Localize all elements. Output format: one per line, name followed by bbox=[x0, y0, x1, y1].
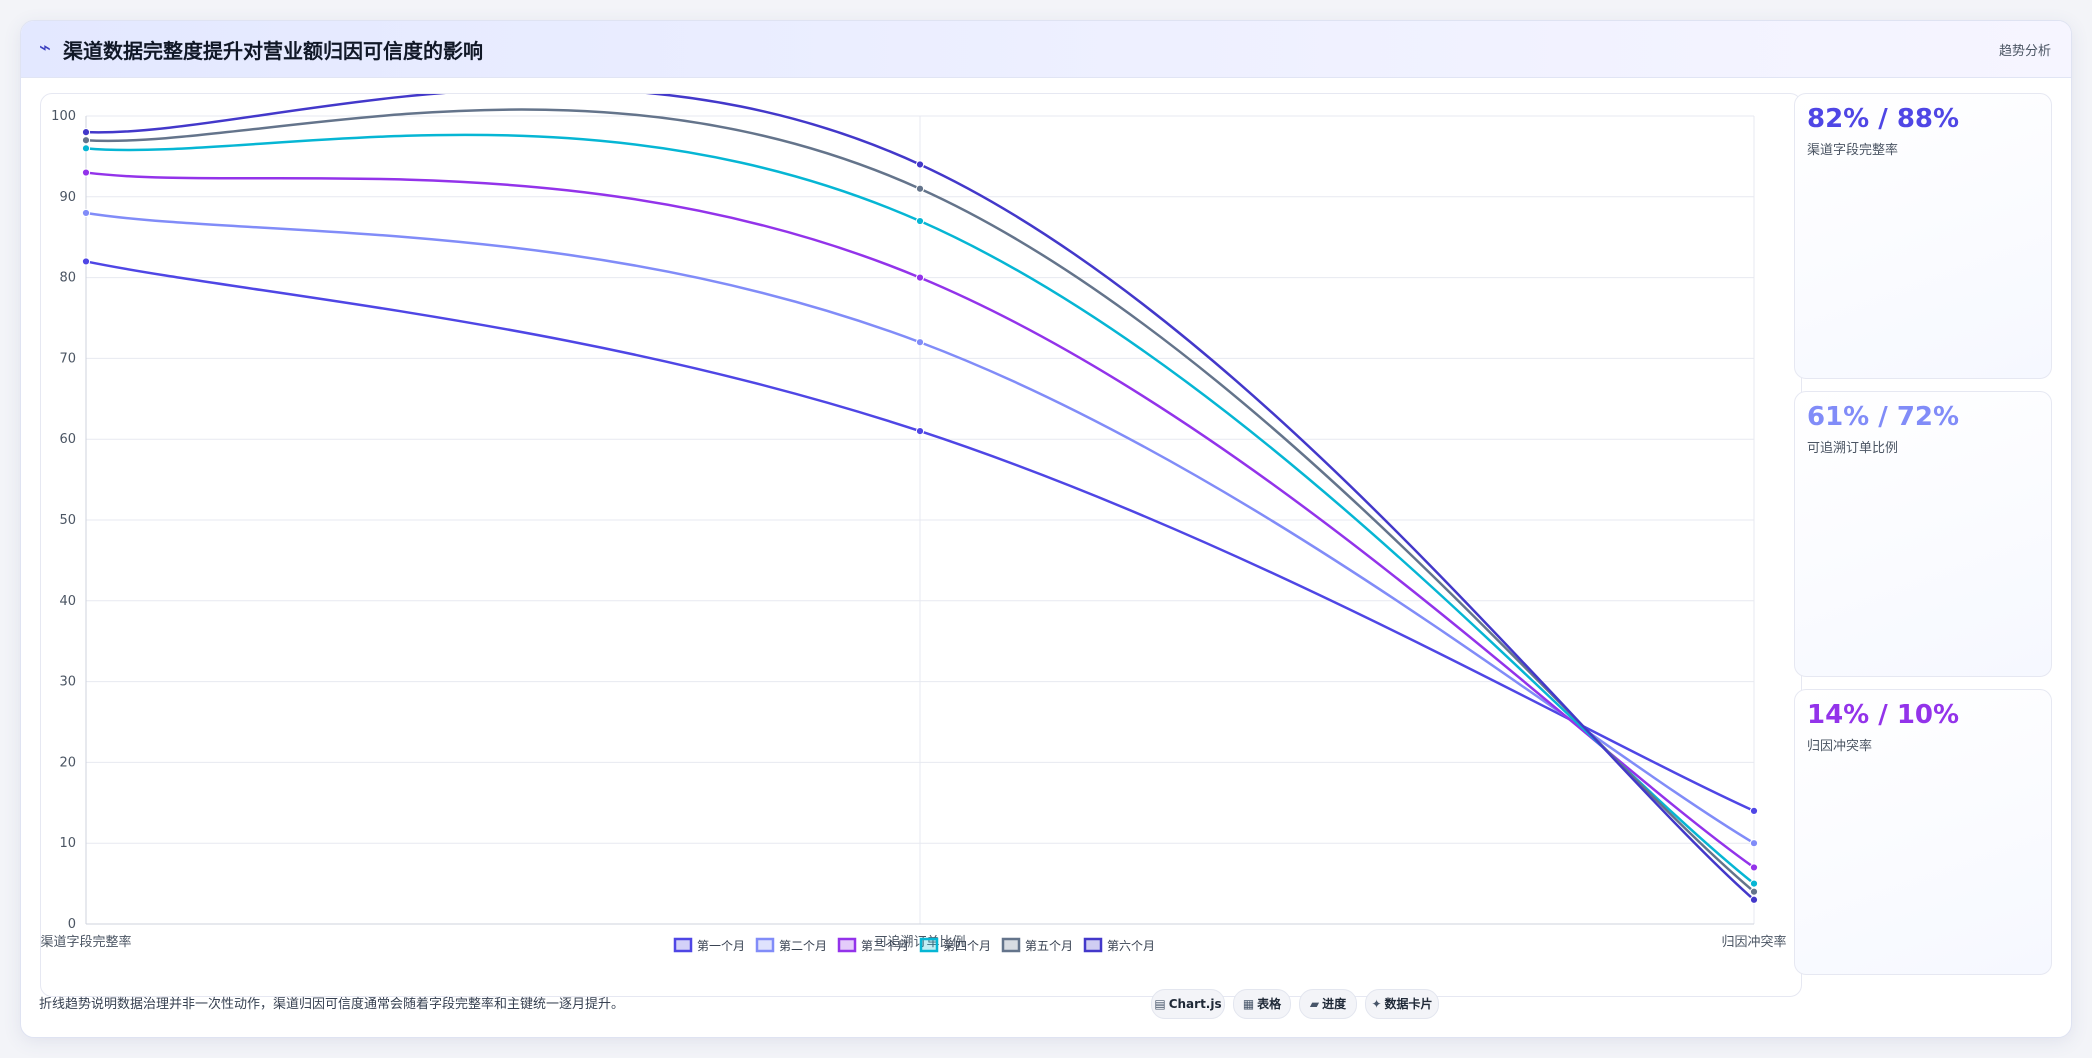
metric-card-attribution-conflict: 14% / 10% 归因冲突率 bbox=[1794, 689, 2052, 975]
card-icon: ✦ bbox=[1371, 997, 1382, 1011]
dashboard-panel: ⌁ 渠道数据完整度提升对营业额归因可信度的影响 趋势分析 0 10 20 30 40 50… bbox=[20, 20, 2072, 1038]
data-point bbox=[915, 427, 925, 436]
y-tick-label: 70 bbox=[59, 351, 76, 366]
legend-label: 第三个月 bbox=[861, 939, 909, 953]
progress-icon: ▰ bbox=[1309, 997, 1320, 1011]
y-tick-label: 40 bbox=[59, 594, 76, 609]
y-tick-label: 20 bbox=[59, 755, 76, 770]
data-point bbox=[915, 338, 925, 347]
legend-swatch bbox=[919, 937, 939, 953]
legend-swatch bbox=[755, 937, 775, 953]
legend-item-1[interactable]: 第一个月 bbox=[673, 937, 745, 953]
data-point bbox=[81, 257, 91, 266]
legend-label: 第二个月 bbox=[779, 939, 827, 953]
data-point bbox=[915, 216, 925, 226]
line-chart-card: 0 10 20 30 40 50 60 70 80 90 100 渠道字段完整率 可追溯订单比例 归因冲突… bbox=[40, 93, 1802, 997]
data-point bbox=[81, 144, 91, 153]
y-tick-label: 60 bbox=[59, 432, 76, 447]
metric-card-field-completeness: 82% / 88% 渠道字段完整率 bbox=[1794, 93, 2052, 379]
series-line-6 bbox=[84, 94, 1756, 902]
series-line-3 bbox=[84, 171, 1756, 869]
data-point bbox=[81, 128, 91, 137]
metric-value: 14% / 10% bbox=[1807, 700, 1960, 730]
series-line-4 bbox=[84, 133, 1756, 885]
data-point bbox=[915, 160, 925, 169]
badge-data-card[interactable]: ✦ 数据卡片 bbox=[1365, 989, 1439, 1019]
badge-chartjs[interactable]: ▤ Chart.js bbox=[1151, 989, 1225, 1019]
legend-item-6[interactable]: 第六个月 bbox=[1083, 937, 1155, 953]
chart-icon: ▤ bbox=[1154, 997, 1166, 1011]
legend-swatch bbox=[837, 937, 857, 953]
y-tick-label: 0 bbox=[68, 917, 76, 932]
data-point bbox=[1749, 895, 1759, 904]
x-tick-label: 归因冲突率 bbox=[1721, 934, 1786, 950]
metric-value: 61% / 72% bbox=[1807, 402, 1960, 432]
data-point bbox=[81, 208, 91, 218]
badge-label: 数据卡片 bbox=[1384, 997, 1433, 1011]
legend-swatch bbox=[1001, 937, 1021, 953]
badge-label: 表格 bbox=[1257, 997, 1282, 1011]
metric-label: 渠道字段完整率 bbox=[1807, 143, 1899, 158]
data-point bbox=[81, 168, 91, 177]
metric-label: 可追溯订单比例 bbox=[1807, 441, 1899, 456]
footer-note: 折线趋势说明数据治理并非一次性动作，渠道归因可信度通常会随着字段完整率和主键统一… bbox=[39, 997, 625, 1012]
legend-item-4[interactable]: 第四个月 bbox=[919, 937, 991, 953]
panel-header: ⌁ 渠道数据完整度提升对营业额归因可信度的影响 趋势分析 bbox=[21, 21, 2071, 78]
y-tick-label: 10 bbox=[59, 836, 76, 851]
data-point bbox=[915, 273, 925, 282]
legend-swatch bbox=[673, 937, 693, 953]
analysis-tag: 趋势分析 bbox=[1998, 44, 2051, 59]
x-tick-label: 渠道字段完整率 bbox=[41, 934, 132, 950]
y-tick-label: 30 bbox=[59, 675, 76, 690]
data-point bbox=[1749, 806, 1759, 815]
legend-item-3[interactable]: 第三个月 bbox=[837, 937, 909, 953]
metric-card-traceable-orders: 61% / 72% 可追溯订单比例 bbox=[1794, 391, 2052, 677]
data-point bbox=[1749, 863, 1759, 872]
y-tick-label: 100 bbox=[51, 109, 76, 124]
data-point bbox=[915, 184, 925, 193]
badge-label: Chart.js bbox=[1168, 997, 1222, 1011]
metric-label: 归因冲突率 bbox=[1807, 739, 1873, 754]
data-point bbox=[1749, 839, 1759, 848]
chart-line-icon: ⌁ bbox=[39, 35, 52, 59]
y-tick-label: 90 bbox=[59, 190, 76, 205]
badge-label: 进度 bbox=[1322, 997, 1347, 1011]
legend-label: 第四个月 bbox=[943, 939, 991, 953]
data-point bbox=[1749, 879, 1759, 888]
metric-value: 82% / 88% bbox=[1807, 104, 1960, 134]
legend-label: 第一个月 bbox=[697, 939, 745, 953]
data-point bbox=[81, 136, 91, 145]
legend-item-2[interactable]: 第二个月 bbox=[755, 937, 827, 953]
legend-item-5[interactable]: 第五个月 bbox=[1001, 937, 1073, 953]
badge-progress[interactable]: ▰ 进度 bbox=[1299, 989, 1357, 1019]
page-title: 渠道数据完整度提升对营业额归因可信度的影响 bbox=[63, 39, 483, 63]
legend-label: 第五个月 bbox=[1025, 939, 1073, 953]
y-tick-label: 80 bbox=[59, 271, 76, 286]
data-point bbox=[1749, 887, 1759, 896]
badge-table[interactable]: ▦ 表格 bbox=[1233, 989, 1291, 1019]
legend-label: 第六个月 bbox=[1107, 939, 1155, 953]
table-icon: ▦ bbox=[1242, 997, 1255, 1011]
y-tick-label: 50 bbox=[59, 513, 76, 528]
legend-swatch bbox=[1083, 937, 1103, 953]
